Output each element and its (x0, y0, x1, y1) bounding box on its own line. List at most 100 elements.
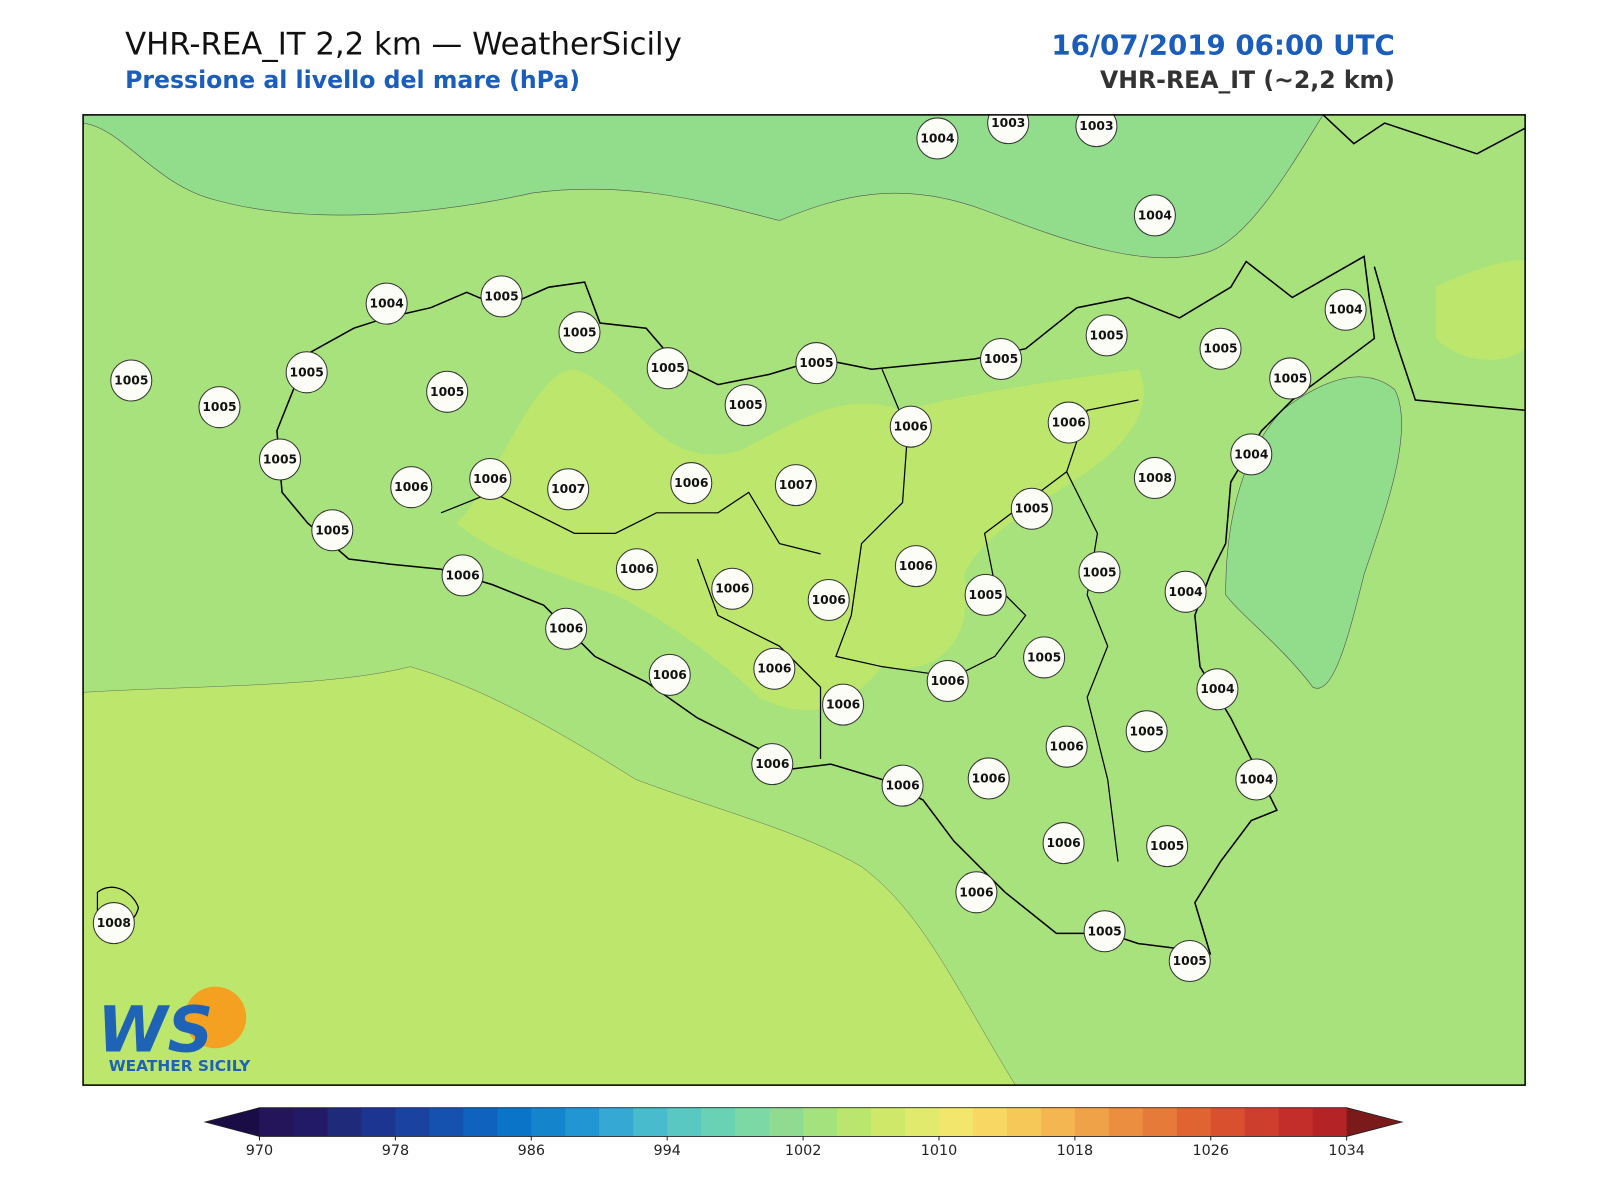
station: 1006 (648, 653, 691, 696)
colorbar-bin (837, 1107, 872, 1137)
station-marker (987, 114, 1030, 145)
colorbar-bin (1244, 1107, 1280, 1137)
station-marker (1010, 487, 1053, 530)
colorbar-bin (361, 1107, 396, 1137)
station: 1005 (110, 359, 153, 402)
station-value: 1006 (473, 472, 507, 486)
station: 1005 (426, 370, 469, 413)
station-value: 1005 (315, 523, 349, 537)
station-marker (469, 457, 512, 500)
station: 1005 (979, 337, 1023, 380)
station: 1004 (1196, 668, 1239, 711)
station: 1005 (285, 351, 328, 394)
station-marker (670, 462, 713, 505)
station-value: 1005 (984, 352, 1018, 366)
station: 1006 (894, 545, 937, 588)
station: 1005 (646, 347, 689, 390)
station-value: 1005 (1082, 565, 1116, 579)
coastline (1322, 114, 1526, 412)
colorbar-tick-label: 1034 (1328, 1143, 1365, 1159)
station-value: 1006 (653, 668, 687, 682)
station-marker (1230, 433, 1273, 476)
station-value: 1005 (263, 452, 297, 466)
colorbar-tick-label: 994 (653, 1143, 680, 1159)
map: 1004 1003 1003 1004 1004 1005 1005 1004 1005 1005… (83, 114, 1526, 1086)
colorbar-bin (667, 1107, 702, 1137)
station-marker (774, 464, 817, 507)
station-marker (1133, 194, 1176, 237)
station: 1005 (311, 509, 354, 552)
colorbar-bin (701, 1107, 736, 1137)
station: 1004 (1324, 288, 1367, 331)
station-value: 1008 (97, 916, 131, 930)
colorbar-bin (1006, 1107, 1042, 1137)
colorbar-bin (327, 1107, 362, 1137)
date: 16/07/2019 06:00 UTC (1051, 28, 1394, 61)
colorbar-bin (463, 1107, 498, 1137)
station: 1005 (1199, 327, 1242, 370)
colorbar-bin (769, 1107, 804, 1137)
station-marker (967, 757, 1010, 800)
colorbar-tick-label: 986 (518, 1143, 545, 1159)
colorbar-under (205, 1107, 260, 1137)
colorbar-bin (1278, 1107, 1314, 1137)
station-marker (1199, 327, 1242, 370)
station-marker (1133, 456, 1176, 499)
station-marker (1164, 570, 1207, 613)
station-value: 1006 (899, 559, 933, 573)
station: 1005 (1269, 357, 1312, 400)
station: 1006 (670, 462, 713, 505)
station-marker (894, 545, 937, 588)
colorbar-bin (1312, 1107, 1348, 1137)
station-value: 1006 (394, 480, 428, 494)
station: 1005 (1146, 825, 1189, 868)
colorbar-bin (531, 1107, 566, 1137)
colorbar-bin (938, 1107, 974, 1137)
station-value: 1005 (651, 361, 685, 375)
colorbar-bin (395, 1107, 430, 1137)
colorbar-bin (1142, 1107, 1178, 1137)
station-marker (889, 405, 932, 448)
station-value: 1006 (972, 771, 1006, 785)
station-value: 1006 (715, 582, 749, 596)
station: 1004 (1230, 433, 1273, 476)
station-value: 1004 (370, 297, 404, 311)
colorbar-bin (599, 1107, 634, 1137)
station-marker (426, 370, 469, 413)
station-value: 1005 (1087, 924, 1121, 938)
station-marker (711, 567, 754, 610)
colorbar-tick-label: 970 (246, 1143, 273, 1159)
station-value: 1005 (430, 385, 464, 399)
station: 1004 (365, 282, 408, 325)
station-value: 1007 (551, 482, 585, 496)
station-value: 1005 (484, 289, 518, 303)
station-marker (110, 359, 153, 402)
station-value: 1007 (779, 478, 813, 492)
station-value: 1006 (757, 662, 791, 676)
logo-mark: WS (97, 992, 213, 1066)
high-pressure-zone (83, 666, 1016, 1086)
station-value: 1005 (799, 356, 833, 370)
station: 1006 (615, 548, 658, 591)
station: 1006 (753, 647, 796, 690)
station: 1005 (198, 386, 241, 429)
station-value: 1005 (1090, 328, 1124, 342)
station-marker (1168, 940, 1211, 983)
station-value: 1006 (885, 779, 919, 793)
station-value: 1006 (894, 420, 928, 434)
station: 1006 (751, 743, 794, 786)
station-marker (547, 468, 590, 511)
title: VHR-REA_IT 2,2 km — WeatherSicily (125, 26, 682, 62)
station-value: 1008 (1138, 471, 1172, 485)
station-marker (545, 607, 588, 650)
station-value: 1003 (1079, 119, 1113, 133)
station-value: 1005 (562, 325, 596, 339)
station-marker (926, 660, 969, 703)
station-value: 1004 (1329, 303, 1363, 317)
station-marker (92, 902, 135, 945)
station-marker (648, 653, 691, 696)
colorbar-bin (735, 1107, 770, 1137)
station: 1004 (1164, 570, 1207, 613)
station-value: 1003 (991, 116, 1025, 130)
station-marker (258, 438, 302, 481)
